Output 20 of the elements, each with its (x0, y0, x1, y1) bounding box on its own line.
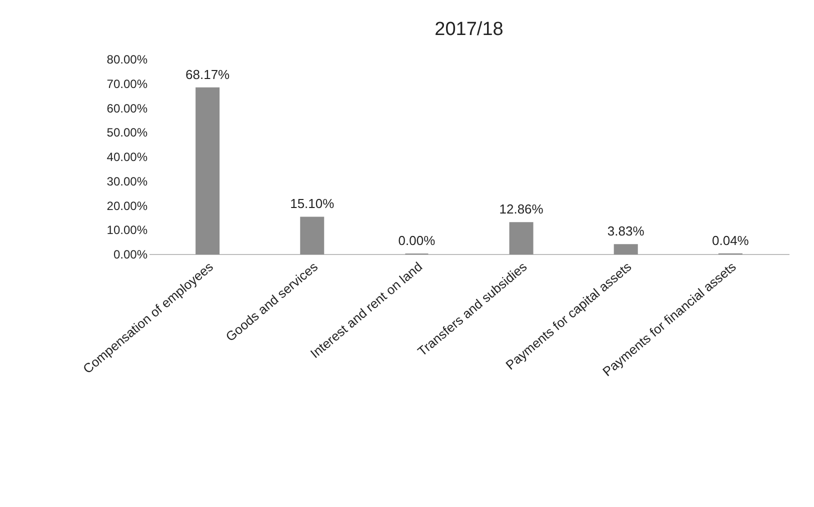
bar (614, 244, 638, 254)
bar (300, 216, 324, 254)
y-tick-label: 40.00% (106, 150, 148, 164)
data-label: 12.86% (499, 202, 544, 217)
data-label: 68.17% (186, 66, 230, 82)
bar (196, 87, 220, 254)
data-label: 3.83% (607, 224, 645, 239)
y-tick-label: 10.00% (106, 223, 148, 238)
bar (509, 222, 534, 254)
y-tick-label: 50.00% (106, 126, 148, 140)
y-tick-label: 0.00% (113, 248, 148, 262)
y-tick-label: 30.00% (106, 174, 148, 188)
data-label: 0.00% (398, 233, 436, 248)
chart-title: 2017/18 (434, 19, 504, 40)
y-tick-label: 60.00% (106, 101, 148, 116)
y-tick-label: 80.00% (106, 52, 148, 66)
y-tick-label: 70.00% (106, 76, 148, 91)
data-label: 15.10% (290, 196, 335, 212)
y-tick-label: 20.00% (106, 198, 148, 213)
data-label: 0.04% (712, 232, 750, 248)
